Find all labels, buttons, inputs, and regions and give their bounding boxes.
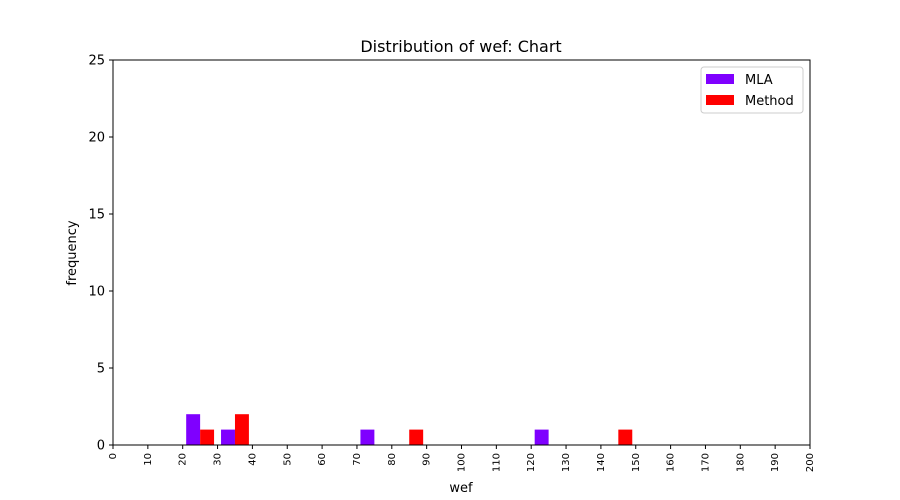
x-tick-label: 80	[387, 453, 398, 466]
y-tick-label: 5	[97, 362, 105, 377]
y-tick-label: 15	[88, 208, 105, 223]
bar-method-80	[409, 429, 424, 445]
bar-mla-120	[534, 429, 549, 445]
x-tick-label: 20	[178, 453, 189, 466]
chart-title: Distribution of wef: Chart	[360, 37, 561, 56]
x-tick-label: 0	[108, 453, 119, 459]
y-tick-label: 10	[88, 285, 105, 300]
x-tick-label: 130	[561, 453, 572, 472]
y-tick-label: 0	[97, 439, 105, 454]
x-tick-label: 100	[457, 453, 468, 472]
x-tick-label: 160	[666, 453, 677, 472]
x-tick-label: 120	[526, 453, 537, 472]
x-tick-label: 60	[317, 453, 328, 466]
bar-method-20	[200, 429, 215, 445]
x-tick-label: 50	[282, 453, 293, 466]
x-tick-label: 70	[352, 453, 363, 466]
x-tick-label: 90	[422, 453, 433, 466]
x-axis-label: wef	[449, 481, 473, 496]
x-tick-label: 10	[143, 453, 154, 466]
x-tick-label: 40	[247, 453, 258, 466]
x-axis: 0 10 20 30 40 50 60 70 80 90 100 110 120 130 140 150 160…	[108, 445, 816, 472]
y-tick-label: 25	[88, 54, 105, 69]
bar-mla-20	[186, 414, 201, 445]
plot-area	[186, 414, 633, 445]
plot-frame	[112, 59, 811, 446]
x-tick-label: 30	[213, 453, 224, 466]
x-tick-label: 170	[700, 453, 711, 472]
x-tick-label: 150	[631, 453, 642, 472]
x-tick-label: 140	[596, 453, 607, 472]
bar-method-30	[234, 414, 249, 445]
legend: MLA Method	[700, 66, 804, 114]
y-axis-label: frequency	[65, 220, 80, 286]
y-axis: 0 5 10 15 20 25	[88, 54, 113, 454]
x-tick-label: 110	[491, 453, 502, 472]
x-tick-label: 190	[770, 453, 781, 472]
legend-label-method: Method	[745, 94, 794, 109]
y-tick-label: 20	[88, 131, 105, 146]
bar-mla-30	[221, 429, 235, 445]
legend-swatch-mla	[706, 74, 734, 84]
x-tick-label: 180	[735, 453, 746, 472]
x-tick-label: 200	[805, 453, 816, 472]
bar-method-140	[618, 429, 633, 445]
legend-swatch-method	[706, 95, 734, 105]
legend-label-mla: MLA	[745, 73, 773, 88]
bar-mla-70	[360, 429, 375, 445]
